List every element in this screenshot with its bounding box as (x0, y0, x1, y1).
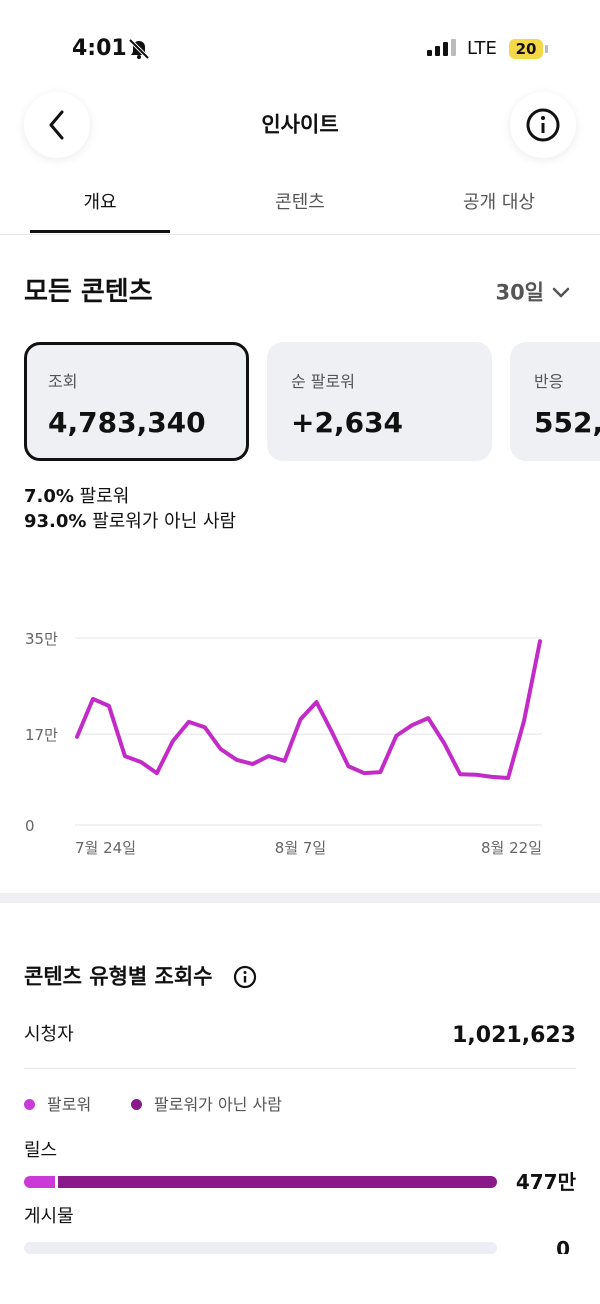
info-button[interactable] (510, 92, 576, 158)
x-tick-label: 8월 7일 (275, 839, 326, 857)
tab-indicator (30, 230, 170, 233)
metric-label: 순 팔로워 (291, 372, 355, 391)
audience-value: 1,021,623 (452, 1023, 576, 1048)
battery-tip (545, 45, 548, 53)
y-tick-label: 17만 (25, 726, 58, 744)
divider (0, 234, 600, 235)
metric-label: 반응 (534, 372, 564, 391)
section-title: 모든 콘텐츠 (24, 277, 153, 307)
breakdown-label: 팔로워가 아닌 사람 (92, 511, 237, 532)
breakdown-percent: 7.0% (24, 486, 74, 507)
metric-value: 4,783,340 (48, 406, 206, 439)
breakdown-row: 7.0% 팔로워 (24, 488, 129, 506)
network: LTE (467, 38, 497, 59)
legend-dot (131, 1099, 142, 1110)
breakdown-row: 93.0% 팔로워가 아닌 사람 (24, 513, 236, 531)
audience-label: 시청자 (24, 1024, 74, 1045)
info-icon[interactable] (233, 965, 257, 989)
page-title: 인사이트 (261, 112, 339, 137)
section-divider (0, 893, 600, 903)
chevron-icon (552, 287, 570, 298)
battery: 20 (509, 39, 543, 59)
breakdown-label: 팔로워 (79, 486, 130, 507)
stacked-bar (24, 1242, 497, 1254)
page-bottom (0, 1254, 600, 1304)
info-icon (526, 108, 560, 142)
row-label: 릴스 (24, 1140, 58, 1161)
metric-label: 조회 (48, 372, 78, 391)
row-value: 477만 (515, 1170, 576, 1194)
tab[interactable]: 공개 대상 (463, 192, 535, 213)
signal-icon (427, 39, 456, 56)
mute-icon (128, 38, 150, 60)
time: 4:01 (72, 36, 127, 61)
metric-value: +2,634 (291, 406, 404, 439)
metric-value: 552, (534, 406, 600, 439)
x-tick-label: 7월 24일 (75, 839, 136, 857)
data-line (75, 639, 542, 780)
metric-card[interactable]: 반응 552, (510, 342, 600, 461)
section-title: 콘텐츠 유형별 조회수 (24, 964, 213, 989)
legend-dot (24, 1099, 35, 1110)
legend-label: 팔로워 (47, 1095, 92, 1114)
legend-label: 팔로워가 아닌 사람 (154, 1095, 282, 1114)
metric-card[interactable]: 조회 4,783,340 (24, 342, 249, 461)
y-tick-label: 0 (25, 817, 35, 835)
metric-card[interactable]: 순 팔로워 +2,634 (267, 342, 492, 461)
stacked-bar (24, 1176, 497, 1188)
y-tick-label: 35만 (25, 630, 58, 648)
x-tick-label: 8월 22일 (481, 839, 542, 857)
back-button[interactable] (24, 92, 90, 158)
tab[interactable]: 콘텐츠 (275, 192, 325, 213)
divider (24, 1068, 576, 1069)
period-selector[interactable]: 30일 (495, 280, 544, 305)
tab[interactable]: 개요 (83, 192, 117, 213)
breakdown-percent: 93.0% (24, 511, 87, 532)
row-label: 게시물 (24, 1206, 74, 1227)
back-icon (49, 110, 64, 140)
line-chart: 0 17만 35만 7월 24일 8월 7일 8월 22일 (25, 630, 542, 857)
